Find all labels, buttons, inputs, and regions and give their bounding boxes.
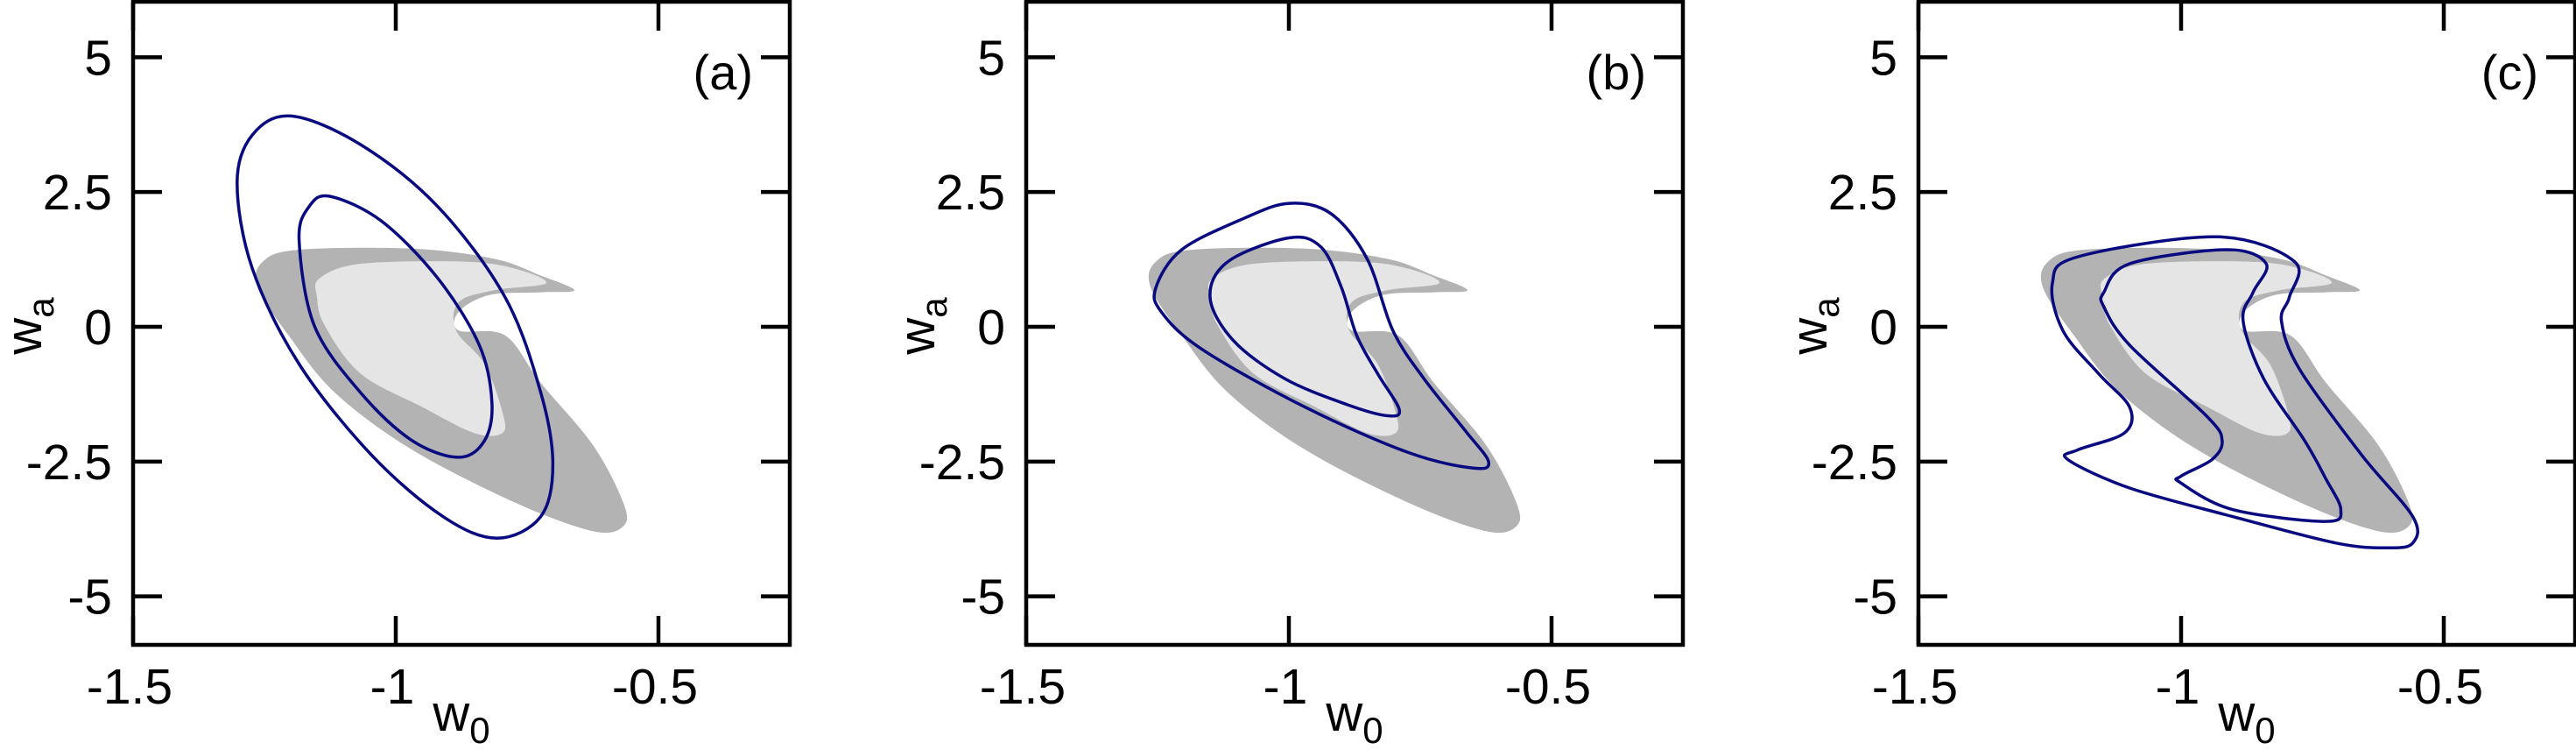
x-axis-label: w0 [432, 685, 489, 750]
y-tick-label: -5 [1853, 570, 1897, 626]
plot-frame [1024, 0, 1686, 647]
outer-contour-line [236, 114, 555, 540]
y-tick-label: 5 [1869, 30, 1897, 86]
x-axis-label-base: w [432, 685, 470, 742]
y-axis-label: wa [0, 297, 61, 356]
x-tick-label: -1 [370, 659, 415, 715]
x-axis-label-base: w [1325, 685, 1363, 742]
x-tick-label: -0.5 [1505, 659, 1591, 715]
y-axis-label-subscript: a [20, 297, 61, 318]
x-tick-label: -1.5 [87, 659, 172, 715]
y-axis-label-subscript: a [913, 297, 954, 318]
x-tick-label: -1 [1263, 659, 1308, 715]
y-axis-label-base: w [1781, 317, 1838, 356]
inner-filled-region [2100, 261, 2333, 436]
outer-contour-line [1152, 202, 1491, 471]
y-tick-label: -5 [67, 570, 112, 626]
x-axis-label: w0 [1325, 685, 1383, 750]
y-tick-label: -5 [961, 570, 1005, 626]
y-tick-label: -2.5 [919, 435, 1005, 491]
x-axis-label: w0 [2217, 685, 2275, 750]
y-tick-label: 0 [84, 300, 112, 356]
y-tick-label: 2.5 [43, 165, 112, 221]
y-tick-label: 0 [1869, 300, 1897, 356]
plot-frame [1916, 0, 2576, 647]
panel-label: (c) [2481, 45, 2538, 100]
y-axis-label-base: w [0, 317, 53, 356]
x-axis-label-base: w [2217, 685, 2256, 742]
y-axis-label: wa [1781, 297, 1847, 356]
x-tick-label: -1.5 [980, 659, 1066, 715]
y-tick-label: -2.5 [26, 435, 112, 491]
inner-contour-line [2099, 248, 2343, 523]
x-axis-label-subscript: 0 [469, 710, 489, 750]
inner-filled-region [1207, 261, 1440, 436]
x-axis-label-subscript: 0 [1362, 710, 1383, 750]
x-axis-label-subscript: 0 [2255, 710, 2275, 750]
outer-contour-line [2050, 235, 2419, 550]
plot-frame [130, 0, 792, 647]
x-tick-label: -1.5 [1872, 659, 1958, 715]
y-axis-label-base: w [889, 317, 946, 356]
y-tick-label: 5 [977, 30, 1005, 86]
x-tick-label: -1 [2156, 659, 2200, 715]
inner-filled-region [314, 261, 547, 436]
inner-contour-line [1208, 235, 1402, 418]
panel-label: (b) [1587, 45, 1646, 100]
y-tick-label: 5 [84, 30, 112, 86]
panel-label: (a) [693, 45, 753, 100]
y-tick-label: 2.5 [1828, 165, 1897, 221]
y-tick-label: 0 [977, 300, 1005, 356]
x-tick-label: -0.5 [612, 659, 698, 715]
inner-contour-line [297, 194, 494, 459]
y-tick-label: 2.5 [936, 165, 1005, 221]
y-axis-label: wa [889, 297, 954, 356]
y-tick-label: -2.5 [1812, 435, 1897, 491]
y-axis-label-subscript: a [1805, 297, 1847, 318]
x-tick-label: -0.5 [2397, 659, 2483, 715]
